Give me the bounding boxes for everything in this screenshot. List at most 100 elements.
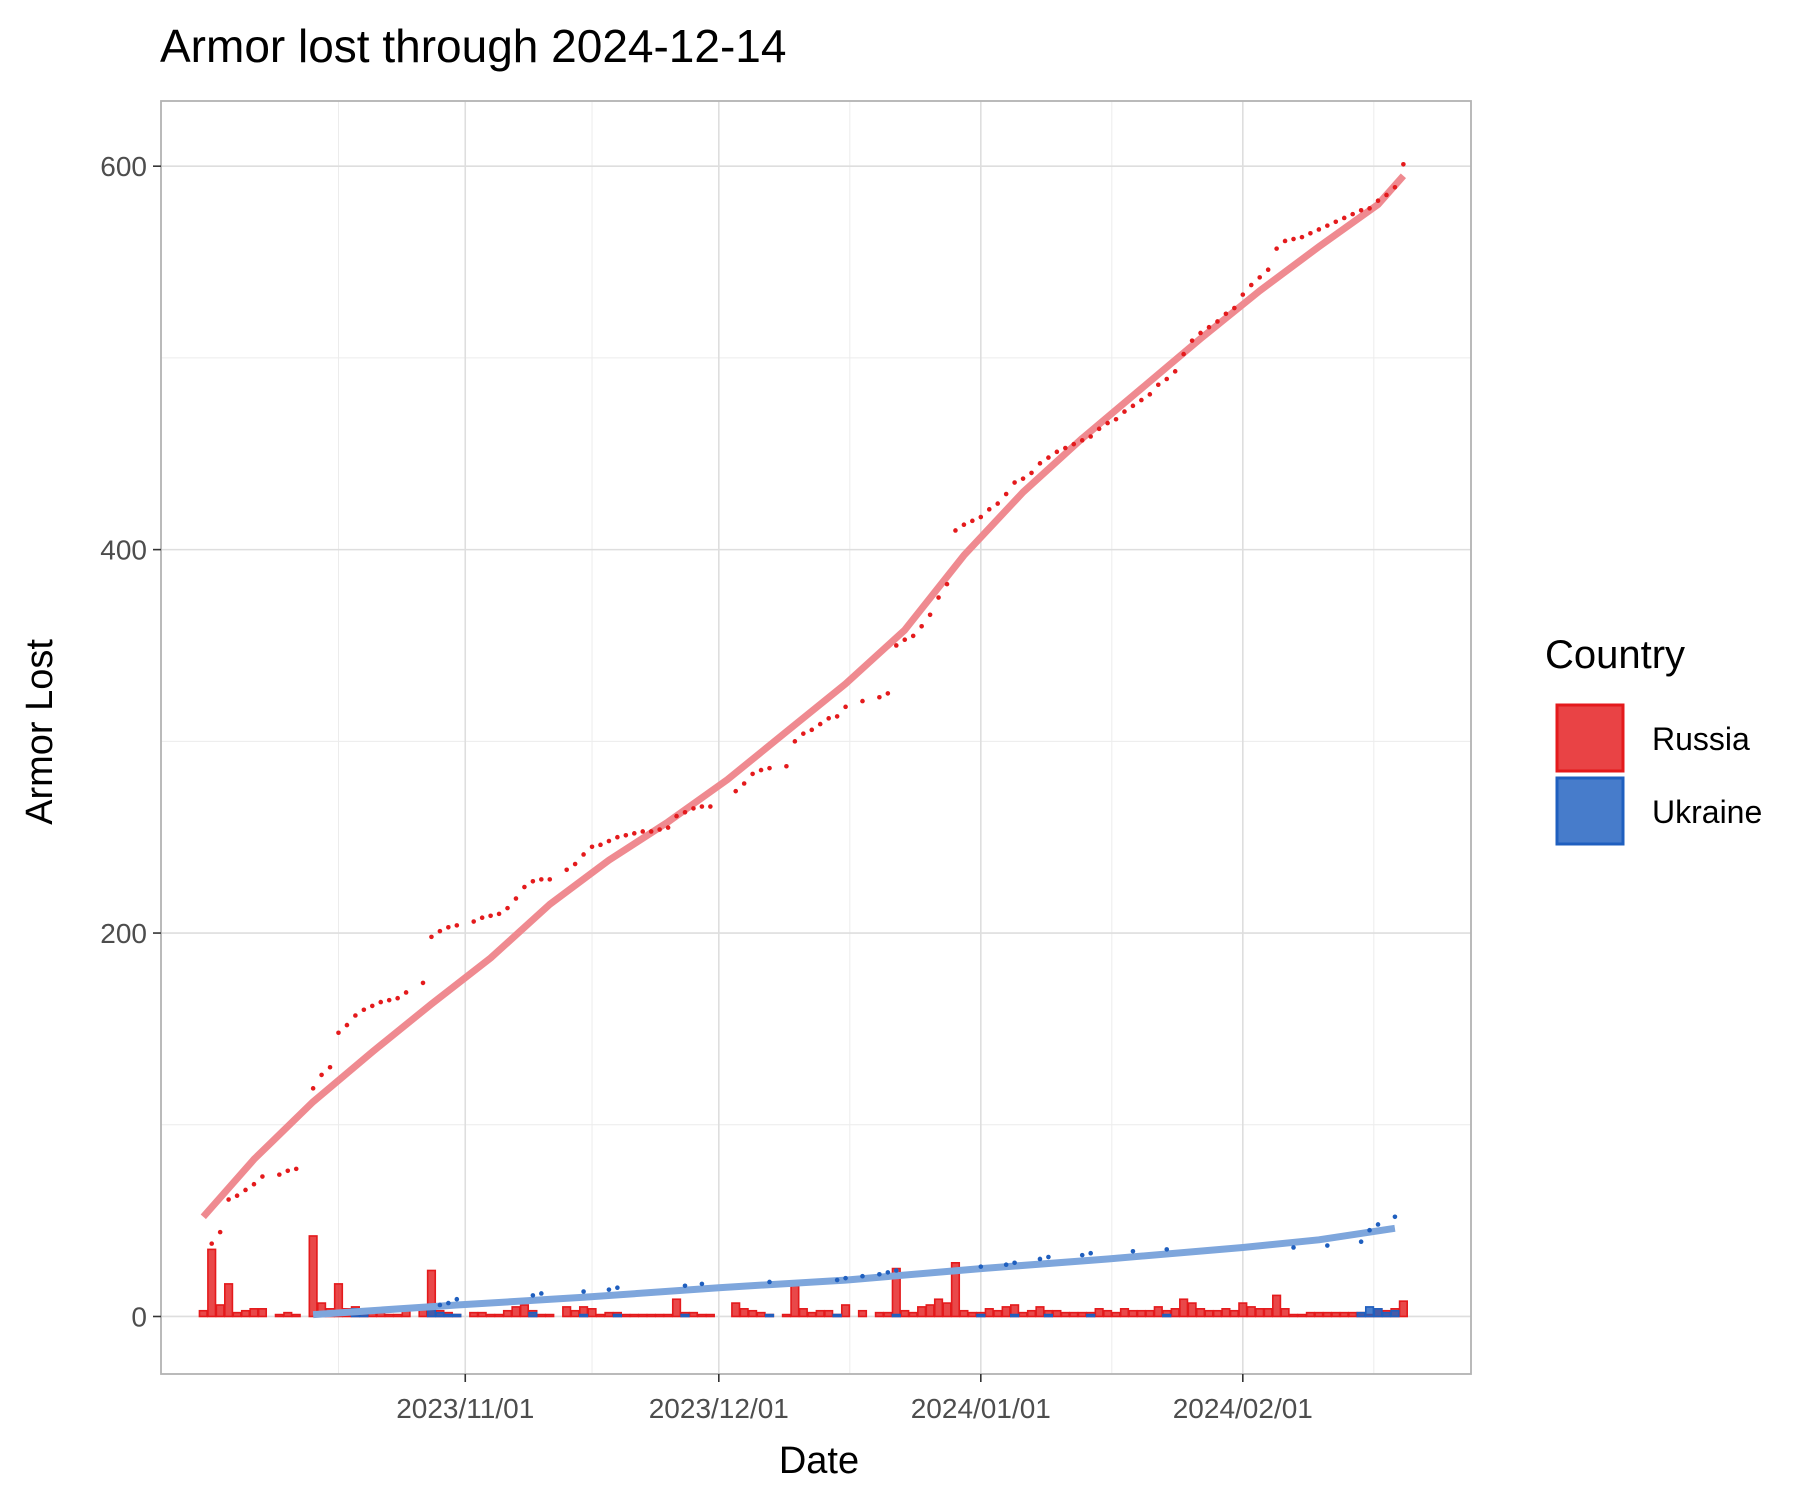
daily-bar-russia — [469, 1311, 479, 1318]
cumulative-point-russia — [1257, 275, 1263, 280]
cumulative-point-russia — [1189, 338, 1195, 343]
cumulative-point-ukraine — [1130, 1249, 1136, 1254]
daily-bar-russia — [1026, 1309, 1037, 1318]
daily-bar-russia — [908, 1311, 918, 1318]
cumulative-point-russia — [834, 714, 840, 719]
daily-bar-ukraine — [764, 1313, 775, 1318]
daily-bar-russia — [595, 1313, 606, 1318]
cumulative-point-russia — [285, 1168, 291, 1174]
cumulative-point-russia — [809, 727, 815, 733]
daily-bar-russia — [1314, 1311, 1324, 1318]
daily-bar-russia — [1348, 1311, 1358, 1318]
daily-bar-russia — [638, 1313, 648, 1318]
daily-bar-russia — [748, 1309, 758, 1318]
daily-bar-russia — [655, 1313, 665, 1318]
cumulative-point-ukraine — [1375, 1222, 1381, 1227]
daily-bar-russia — [1195, 1308, 1206, 1318]
cumulative-point-russia — [631, 831, 637, 836]
cumulative-point-russia — [378, 999, 384, 1005]
daily-bar-russia — [756, 1311, 766, 1318]
daily-bar-russia — [519, 1304, 530, 1318]
cumulative-point-russia — [817, 721, 823, 727]
daily-bar-russia — [1179, 1298, 1189, 1318]
cumulative-point-russia — [547, 877, 553, 882]
cumulative-point-russia — [1223, 311, 1229, 317]
cumulative-point-russia — [1299, 234, 1305, 240]
daily-bar-russia — [984, 1308, 994, 1318]
daily-bar-russia — [308, 1235, 318, 1318]
cumulative-point-russia — [386, 997, 392, 1003]
cumulative-point-russia — [293, 1166, 299, 1172]
cumulative-point-russia — [243, 1187, 248, 1193]
cumulative-point-russia — [733, 788, 739, 794]
x-tick-label: 2023/12/01 — [649, 1393, 789, 1424]
daily-bar-russia — [959, 1309, 969, 1318]
daily-bar-russia — [646, 1313, 656, 1318]
legend-key-russia — [1555, 703, 1625, 773]
daily-bar-russia — [993, 1309, 1003, 1318]
chart-title: Armor lost through 2024-12-14 — [160, 20, 786, 72]
daily-bar-russia — [1187, 1302, 1197, 1318]
cumulative-point-russia — [437, 928, 443, 934]
cumulative-point-russia — [961, 522, 967, 527]
cumulative-point-ukraine — [767, 1279, 772, 1285]
x-tick-label: 2024/01/01 — [911, 1393, 1051, 1424]
cumulative-point-russia — [691, 806, 696, 811]
daily-bar-russia — [671, 1298, 682, 1318]
cumulative-point-russia — [902, 637, 908, 643]
cumulative-point-russia — [1392, 184, 1398, 190]
daily-bar-ukraine — [528, 1311, 538, 1318]
daily-bar-russia — [1119, 1308, 1130, 1318]
daily-bar-ukraine — [1381, 1311, 1392, 1318]
daily-bar-russia — [1297, 1313, 1307, 1318]
daily-bar-russia — [494, 1313, 504, 1318]
cumulative-point-russia — [1096, 426, 1102, 432]
cumulative-point-russia — [843, 704, 848, 710]
cumulative-point-ukraine — [539, 1291, 544, 1296]
daily-bar-ukraine — [1086, 1313, 1096, 1318]
cumulative-point-russia — [919, 624, 924, 629]
cumulative-point-russia — [970, 518, 975, 524]
daily-bar-russia — [232, 1311, 242, 1318]
daily-bar-russia — [798, 1308, 808, 1318]
cumulative-point-russia — [758, 767, 764, 773]
daily-bar-russia — [621, 1313, 631, 1318]
cumulative-point-ukraine — [1291, 1245, 1296, 1250]
y-tick-label: 200 — [100, 918, 147, 949]
daily-bar-russia — [1221, 1308, 1231, 1318]
daily-bar-ukraine — [832, 1313, 842, 1318]
daily-bar-ukraine — [443, 1313, 453, 1318]
daily-bar-russia — [874, 1311, 884, 1318]
cumulative-point-russia — [860, 698, 865, 704]
daily-bar-russia — [1229, 1309, 1239, 1318]
legend-label-russia: Russia — [1652, 721, 1750, 757]
cumulative-point-russia — [539, 877, 544, 882]
daily-bar-ukraine — [1373, 1308, 1383, 1318]
daily-bar-russia — [1246, 1306, 1256, 1318]
cumulative-point-russia — [1172, 369, 1178, 374]
plot-panel — [160, 100, 1472, 1375]
cumulative-point-russia — [564, 867, 569, 873]
cumulative-point-russia — [665, 825, 671, 830]
cumulative-point-russia — [615, 834, 620, 840]
cumulative-point-russia — [471, 919, 477, 924]
daily-bar-russia — [1111, 1311, 1121, 1318]
cumulative-point-russia — [1350, 211, 1355, 217]
cumulative-point-russia — [488, 913, 493, 919]
x-axis: 2023/11/01 2023/12/01 2024/01/01 2024/02/01 — [396, 1374, 1313, 1424]
daily-bar-russia — [1280, 1308, 1290, 1318]
daily-bar-russia — [917, 1306, 927, 1318]
cumulative-point-russia — [209, 1241, 215, 1246]
cumulative-point-russia — [344, 1022, 350, 1028]
cumulative-point-russia — [1181, 351, 1186, 357]
y-axis-label: Armor Lost — [19, 639, 61, 825]
daily-bar-russia — [1128, 1309, 1138, 1318]
daily-bar-russia — [393, 1313, 403, 1318]
daily-bar-ukraine — [1043, 1313, 1054, 1318]
cumulative-point-ukraine — [1012, 1260, 1017, 1266]
cumulative-point-russia — [674, 813, 679, 819]
daily-bar-russia — [570, 1309, 580, 1318]
cumulative-point-russia — [1215, 319, 1220, 324]
daily-bar-russia — [933, 1298, 944, 1318]
cumulative-point-russia — [1063, 445, 1068, 451]
